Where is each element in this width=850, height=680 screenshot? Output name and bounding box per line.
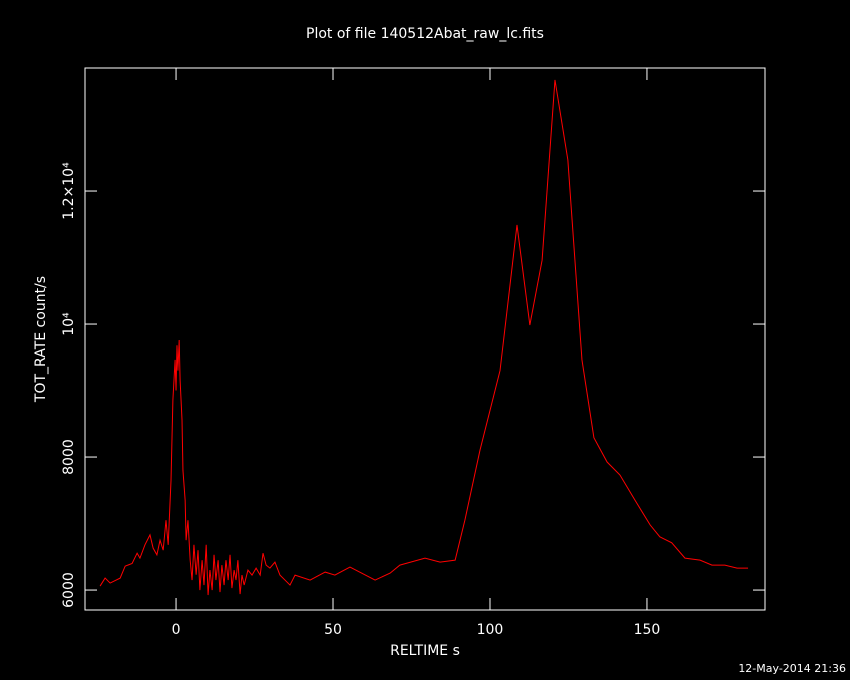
y-tick-label: 8000 (61, 439, 77, 475)
x-tick-label: 0 (172, 622, 181, 638)
y-tick-label: 10⁴ (61, 312, 77, 336)
y-tick-label: 6000 (61, 572, 77, 608)
chart-title: Plot of file 140512Abat_raw_lc.fits (306, 26, 544, 42)
x-axis-label: RELTIME s (390, 643, 460, 659)
y-tick-label: 1.2×10⁴ (61, 162, 77, 220)
plot-frame (84, 67, 766, 611)
footer-timestamp: 12-May-2014 21:36 (738, 662, 846, 675)
data-line (99, 79, 749, 596)
x-tick-label: 50 (324, 622, 342, 638)
x-tick-label: 100 (477, 622, 504, 638)
y-axis-label: TOT_RATE count/s (33, 276, 49, 403)
x-tick-label: 150 (634, 622, 661, 638)
